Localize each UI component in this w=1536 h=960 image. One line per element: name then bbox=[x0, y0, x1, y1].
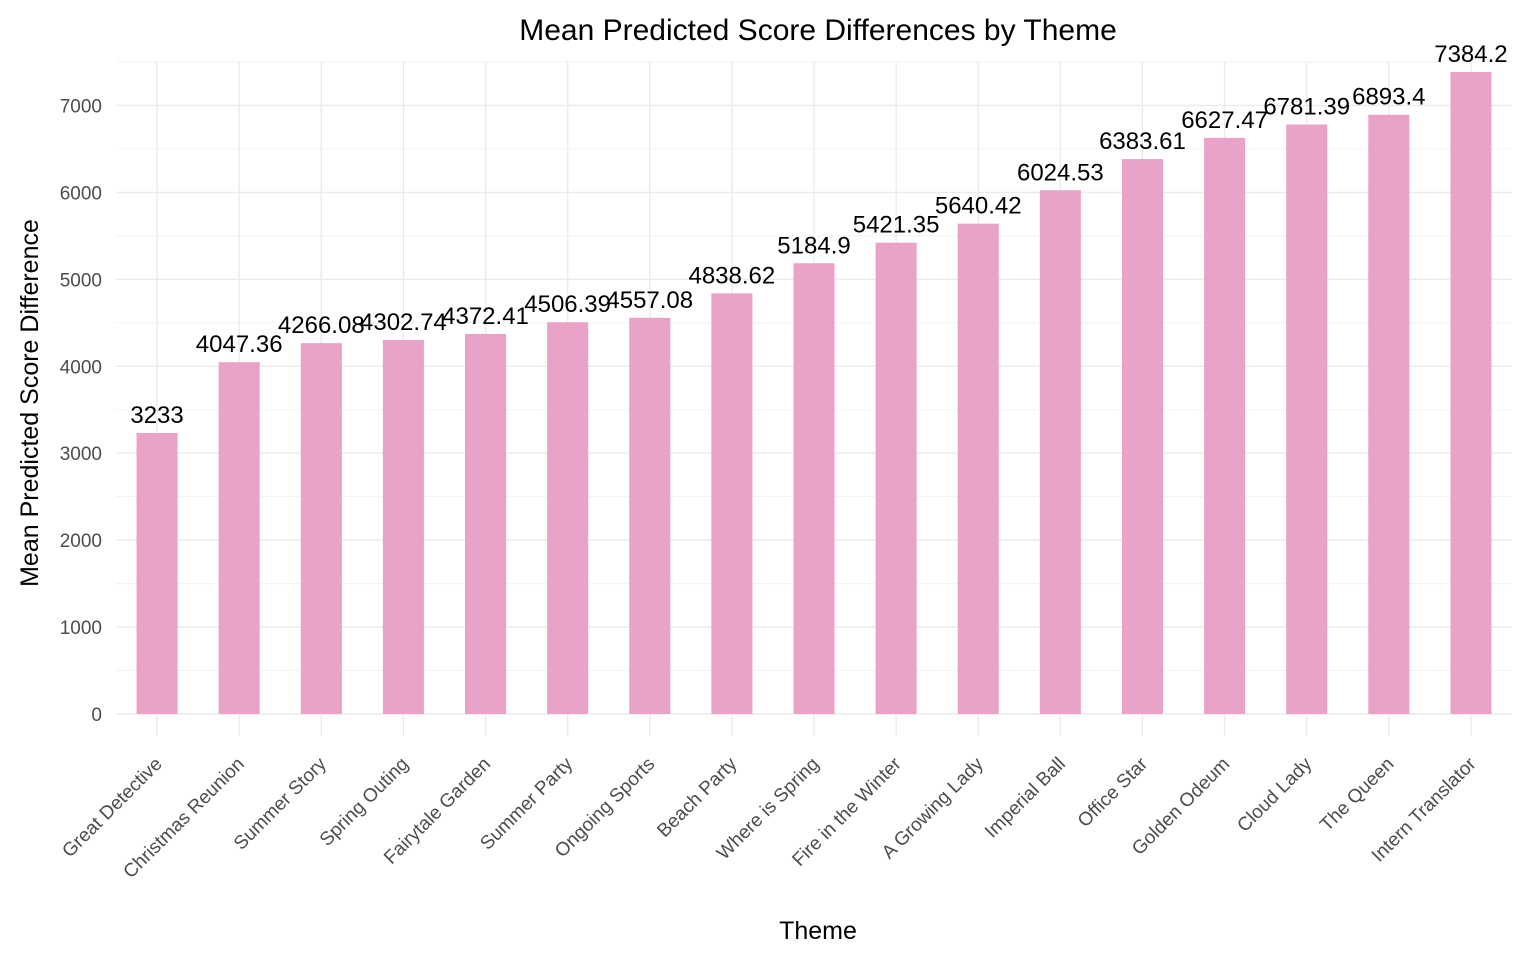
bar-value-label: 6781.39 bbox=[1263, 93, 1350, 120]
bar-value-label: 6627.47 bbox=[1181, 107, 1268, 134]
bar-value-label: 7384.2 bbox=[1434, 41, 1507, 68]
bar-value-label: 4557.08 bbox=[606, 287, 693, 314]
bar-value-label: 5421.35 bbox=[853, 212, 940, 239]
bar-value-label: 5640.42 bbox=[935, 193, 1022, 220]
y-tick-label: 0 bbox=[91, 705, 102, 726]
bars bbox=[136, 72, 1492, 715]
bar bbox=[1204, 137, 1246, 715]
bar bbox=[382, 339, 424, 714]
bar-value-label: 5184.9 bbox=[777, 232, 850, 259]
bar bbox=[300, 343, 342, 714]
bar-value-label: 6383.61 bbox=[1099, 128, 1186, 155]
bar bbox=[547, 322, 589, 714]
bar bbox=[1039, 190, 1081, 715]
bar bbox=[1450, 72, 1492, 714]
bar-value-label: 4047.36 bbox=[196, 331, 283, 358]
bar bbox=[136, 432, 178, 714]
x-tick-label: The Queen bbox=[1316, 754, 1398, 836]
chart-title: Mean Predicted Score Differences by Them… bbox=[519, 14, 1117, 47]
bar bbox=[465, 333, 507, 714]
bar bbox=[875, 242, 917, 714]
bar bbox=[1121, 159, 1163, 714]
bar-value-label: 4838.62 bbox=[688, 262, 775, 289]
bar bbox=[218, 362, 260, 714]
x-axis-title: Theme bbox=[779, 917, 857, 945]
bar bbox=[1286, 124, 1328, 714]
bar-value-label: 6893.4 bbox=[1352, 84, 1425, 111]
y-tick-label: 6000 bbox=[60, 183, 102, 204]
x-tick-label: Imperial Ball bbox=[981, 754, 1070, 843]
data-labels: 32334047.364266.084302.744372.414506.394… bbox=[130, 41, 1507, 429]
bar-value-label: 4302.74 bbox=[360, 309, 447, 336]
y-tick-label: 2000 bbox=[60, 531, 102, 552]
x-tick-label: Beach Party bbox=[653, 753, 741, 841]
y-tick-label: 5000 bbox=[60, 270, 102, 291]
bar-value-label: 4506.39 bbox=[524, 291, 611, 318]
bar bbox=[957, 223, 999, 714]
x-tick-label: Cloud Lady bbox=[1233, 753, 1316, 836]
bar bbox=[793, 263, 835, 714]
y-tick-label: 1000 bbox=[60, 618, 102, 639]
y-axis-title: Mean Predicted Score Difference bbox=[16, 219, 44, 587]
y-axis-ticks: 0 1000 2000 3000 4000 5000 6000 7000 bbox=[60, 96, 102, 726]
bar-value-label: 4372.41 bbox=[442, 303, 529, 330]
bar bbox=[629, 317, 671, 714]
y-tick-label: 3000 bbox=[60, 444, 102, 465]
y-tick-label: 7000 bbox=[60, 96, 102, 117]
bar-value-label: 3233 bbox=[130, 402, 183, 429]
x-tick-label: Office Star bbox=[1074, 753, 1153, 832]
bar-value-label: 6024.53 bbox=[1017, 159, 1104, 186]
y-tick-label: 4000 bbox=[60, 357, 102, 378]
bar bbox=[711, 293, 753, 714]
bar bbox=[1368, 114, 1410, 714]
bar-value-label: 4266.08 bbox=[278, 312, 365, 339]
